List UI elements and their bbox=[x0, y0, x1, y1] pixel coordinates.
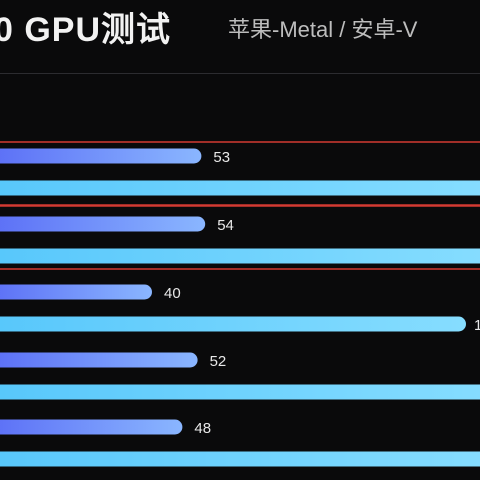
value-label-3: 52 bbox=[210, 353, 227, 370]
bar-short-3 bbox=[0, 352, 198, 368]
value-label-cut: 1 bbox=[474, 317, 480, 334]
value-label-1: 54 bbox=[217, 217, 234, 234]
bar-long-1 bbox=[0, 248, 480, 264]
chart-title: 0 GPU测试 bbox=[0, 11, 172, 49]
bar-short-1 bbox=[0, 216, 206, 232]
bar-short-4 bbox=[0, 419, 183, 435]
chart-subtitle: 苹果-Metal / 安卓-V bbox=[228, 17, 418, 42]
bars bbox=[0, 148, 480, 467]
value-label-0: 53 bbox=[213, 149, 230, 166]
highlight-frame-0 bbox=[0, 141, 480, 206]
bar-short-0 bbox=[0, 148, 202, 164]
bar-long-2 bbox=[0, 316, 466, 332]
value-labels: 53 54 40 52 48 1 bbox=[164, 149, 480, 437]
bar-long-0 bbox=[0, 180, 480, 196]
highlight-frame-1 bbox=[0, 205, 480, 270]
value-label-2: 40 bbox=[164, 285, 181, 302]
value-label-4: 48 bbox=[194, 420, 211, 437]
bar-short-2 bbox=[0, 284, 152, 300]
bar-long-4 bbox=[0, 451, 480, 467]
highlight-frames bbox=[0, 141, 480, 270]
header-divider bbox=[0, 73, 480, 74]
bar-long-3 bbox=[0, 384, 480, 400]
